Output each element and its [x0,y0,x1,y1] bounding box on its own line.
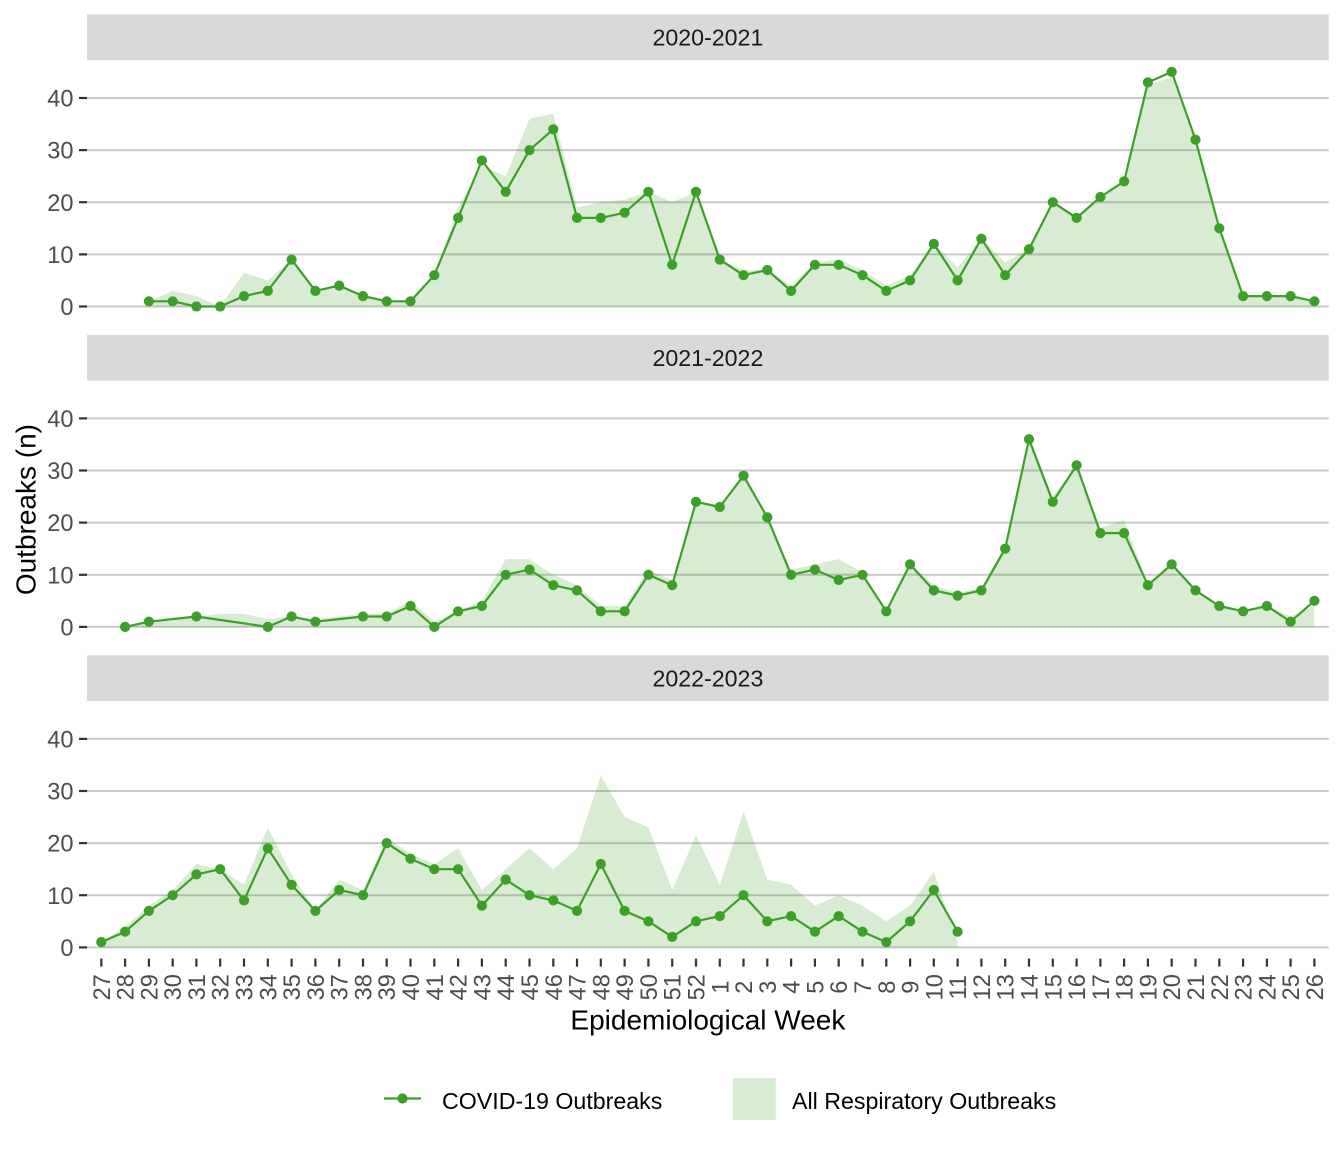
svg-text:5: 5 [803,981,829,994]
svg-text:25: 25 [1279,974,1305,1000]
svg-text:20: 20 [47,511,73,537]
svg-text:20: 20 [47,191,73,217]
svg-text:15: 15 [1041,974,1067,1000]
svg-text:17: 17 [1089,974,1115,1000]
svg-text:43: 43 [470,974,496,1000]
svg-text:48: 48 [589,974,615,1000]
svg-text:51: 51 [661,974,687,1000]
svg-text:50: 50 [637,974,663,1000]
svg-text:2022-2023: 2022-2023 [652,666,763,692]
svg-text:10: 10 [47,884,73,910]
svg-text:22: 22 [1208,974,1234,1000]
svg-text:34: 34 [256,974,282,1000]
svg-text:10: 10 [47,563,73,589]
svg-text:24: 24 [1255,974,1281,1000]
svg-text:2: 2 [732,981,758,994]
svg-text:COVID-19 Outbreaks: COVID-19 Outbreaks [442,1088,662,1114]
svg-text:3: 3 [756,981,782,994]
svg-text:2020-2021: 2020-2021 [652,25,763,51]
svg-text:8: 8 [875,981,901,994]
svg-text:Outbreaks (n): Outbreaks (n) [10,424,41,595]
svg-text:39: 39 [375,974,401,1000]
svg-text:40: 40 [47,728,73,754]
svg-text:All Respiratory Outbreaks: All Respiratory Outbreaks [792,1088,1056,1114]
svg-text:23: 23 [1232,974,1258,1000]
svg-text:14: 14 [1018,974,1044,1000]
svg-text:11: 11 [946,975,972,1000]
svg-text:38: 38 [352,974,378,1000]
svg-text:1: 1 [708,981,734,994]
svg-text:28: 28 [114,974,140,1000]
svg-text:19: 19 [1136,974,1162,1000]
svg-text:9: 9 [899,981,925,994]
svg-text:29: 29 [137,974,163,1000]
svg-text:30: 30 [47,459,73,485]
svg-text:42: 42 [447,974,473,1000]
svg-text:52: 52 [685,974,711,1000]
svg-text:32: 32 [209,974,235,1000]
svg-text:49: 49 [613,974,639,1000]
svg-text:35: 35 [280,974,306,1000]
svg-text:6: 6 [827,981,853,994]
svg-text:0: 0 [60,936,73,962]
svg-text:47: 47 [566,974,592,1000]
svg-text:18: 18 [1113,974,1139,1000]
svg-text:30: 30 [47,139,73,165]
svg-text:21: 21 [1184,974,1210,1000]
svg-text:12: 12 [970,974,996,1000]
svg-text:0: 0 [60,616,73,642]
svg-text:40: 40 [47,87,73,113]
svg-text:33: 33 [233,974,259,1000]
svg-text:2021-2022: 2021-2022 [652,345,763,371]
svg-text:46: 46 [542,974,568,1000]
svg-text:44: 44 [494,974,520,1000]
svg-text:10: 10 [47,243,73,269]
svg-text:Epidemiological Week: Epidemiological Week [570,1005,846,1036]
svg-text:7: 7 [851,981,877,994]
svg-text:30: 30 [47,780,73,806]
svg-text:36: 36 [304,974,330,1000]
svg-text:40: 40 [399,974,425,1000]
svg-text:45: 45 [518,974,544,1000]
svg-text:13: 13 [994,974,1020,1000]
svg-text:40: 40 [47,407,73,433]
svg-text:31: 31 [185,974,211,1000]
svg-text:20: 20 [1160,974,1186,1000]
svg-text:37: 37 [328,974,354,1000]
svg-text:20: 20 [47,832,73,858]
svg-text:30: 30 [161,974,187,1000]
svg-text:16: 16 [1065,974,1091,1000]
svg-text:27: 27 [90,974,116,1000]
svg-text:41: 41 [423,974,449,1000]
svg-text:10: 10 [922,974,948,1000]
svg-text:26: 26 [1303,974,1329,1000]
svg-text:4: 4 [780,981,806,994]
svg-text:0: 0 [60,295,73,321]
